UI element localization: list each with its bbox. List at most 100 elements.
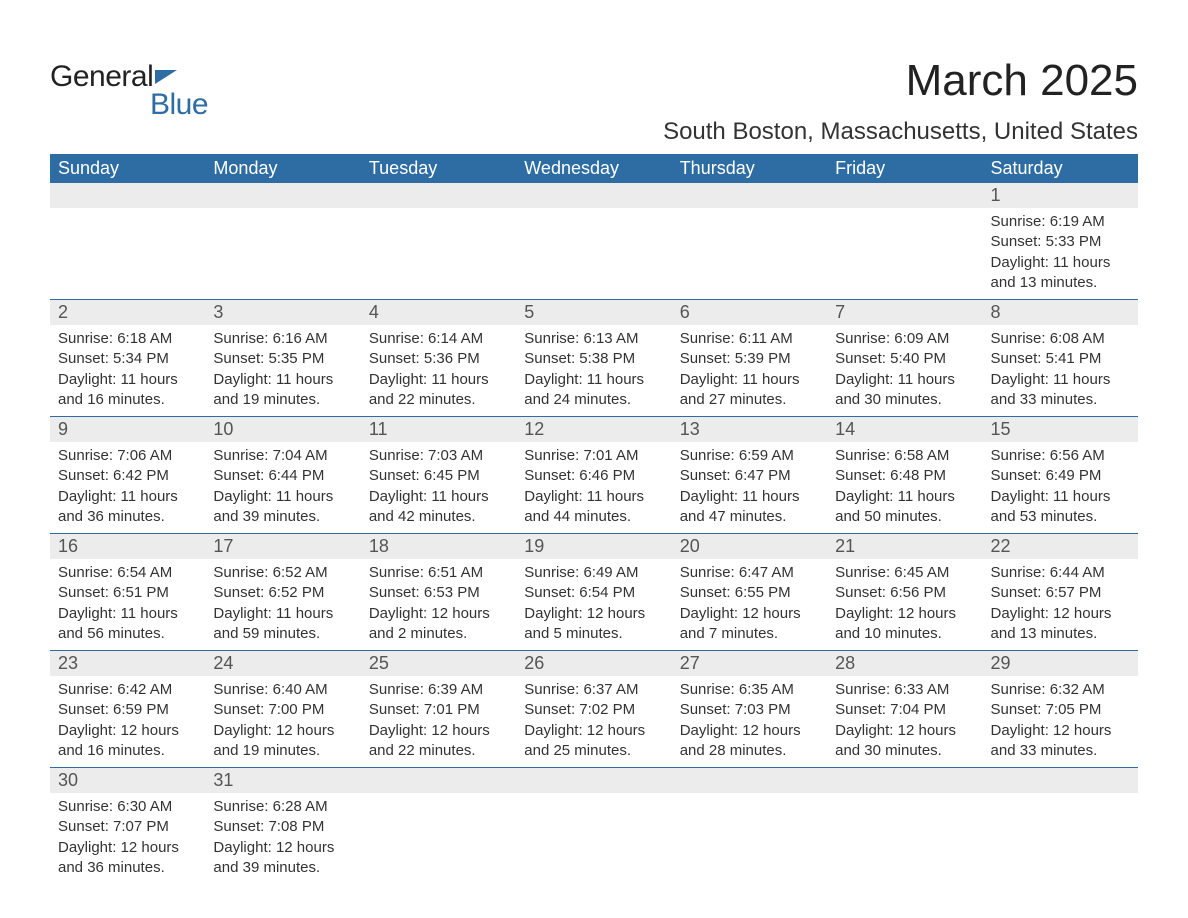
daylight-text-line2: and 44 minutes. bbox=[524, 507, 663, 527]
daylight-text-line2: and 39 minutes. bbox=[213, 858, 352, 878]
day-number: 11 bbox=[361, 417, 516, 442]
day-number: 25 bbox=[361, 651, 516, 676]
daylight-text-line2: and 22 minutes. bbox=[369, 390, 508, 410]
day-number: 4 bbox=[361, 300, 516, 325]
daylight-text-line2: and 5 minutes. bbox=[524, 624, 663, 644]
day-detail bbox=[516, 793, 671, 884]
sunset-text: Sunset: 6:54 PM bbox=[524, 583, 663, 603]
week-row: 23242526272829Sunrise: 6:42 AMSunset: 6:… bbox=[50, 650, 1138, 767]
weekday-header: Saturday bbox=[983, 154, 1138, 183]
day-detail: Sunrise: 6:42 AMSunset: 6:59 PMDaylight:… bbox=[50, 676, 205, 767]
calendar: SundayMondayTuesdayWednesdayThursdayFrid… bbox=[50, 154, 1138, 884]
daylight-text-line1: Daylight: 12 hours bbox=[58, 721, 197, 741]
daylight-text-line1: Daylight: 11 hours bbox=[835, 370, 974, 390]
weekday-header-row: SundayMondayTuesdayWednesdayThursdayFrid… bbox=[50, 154, 1138, 183]
day-number bbox=[672, 768, 827, 793]
day-number-strip: 3031 bbox=[50, 768, 1138, 793]
sunset-text: Sunset: 7:07 PM bbox=[58, 817, 197, 837]
daylight-text-line2: and 19 minutes. bbox=[213, 741, 352, 761]
day-number: 22 bbox=[983, 534, 1138, 559]
day-detail-strip: Sunrise: 6:18 AMSunset: 5:34 PMDaylight:… bbox=[50, 325, 1138, 416]
daylight-text-line2: and 10 minutes. bbox=[835, 624, 974, 644]
sunrise-text: Sunrise: 7:03 AM bbox=[369, 446, 508, 466]
day-detail bbox=[672, 208, 827, 299]
day-number: 18 bbox=[361, 534, 516, 559]
sunrise-text: Sunrise: 7:06 AM bbox=[58, 446, 197, 466]
sunrise-text: Sunrise: 6:33 AM bbox=[835, 680, 974, 700]
day-detail: Sunrise: 6:30 AMSunset: 7:07 PMDaylight:… bbox=[50, 793, 205, 884]
sunrise-text: Sunrise: 6:19 AM bbox=[991, 212, 1130, 232]
day-number: 29 bbox=[983, 651, 1138, 676]
day-detail: Sunrise: 6:32 AMSunset: 7:05 PMDaylight:… bbox=[983, 676, 1138, 767]
sunset-text: Sunset: 6:56 PM bbox=[835, 583, 974, 603]
location-subtitle: South Boston, Massachusetts, United Stat… bbox=[663, 118, 1138, 146]
daylight-text-line2: and 2 minutes. bbox=[369, 624, 508, 644]
sunset-text: Sunset: 5:33 PM bbox=[991, 232, 1130, 252]
sunrise-text: Sunrise: 6:37 AM bbox=[524, 680, 663, 700]
day-number bbox=[983, 768, 1138, 793]
daylight-text-line2: and 27 minutes. bbox=[680, 390, 819, 410]
day-detail-strip: Sunrise: 6:42 AMSunset: 6:59 PMDaylight:… bbox=[50, 676, 1138, 767]
daylight-text-line1: Daylight: 11 hours bbox=[213, 370, 352, 390]
weekday-header: Sunday bbox=[50, 154, 205, 183]
daylight-text-line1: Daylight: 12 hours bbox=[58, 838, 197, 858]
day-detail: Sunrise: 6:44 AMSunset: 6:57 PMDaylight:… bbox=[983, 559, 1138, 650]
sunset-text: Sunset: 5:36 PM bbox=[369, 349, 508, 369]
sunset-text: Sunset: 6:59 PM bbox=[58, 700, 197, 720]
daylight-text-line1: Daylight: 11 hours bbox=[680, 487, 819, 507]
day-number bbox=[205, 183, 360, 208]
sunset-text: Sunset: 6:47 PM bbox=[680, 466, 819, 486]
sunrise-text: Sunrise: 6:30 AM bbox=[58, 797, 197, 817]
daylight-text-line2: and 36 minutes. bbox=[58, 858, 197, 878]
page-header: General Blue March 2025 South Boston, Ma… bbox=[50, 20, 1138, 146]
day-detail: Sunrise: 6:51 AMSunset: 6:53 PMDaylight:… bbox=[361, 559, 516, 650]
daylight-text-line1: Daylight: 11 hours bbox=[835, 487, 974, 507]
day-number bbox=[827, 183, 982, 208]
daylight-text-line1: Daylight: 12 hours bbox=[991, 721, 1130, 741]
day-number: 15 bbox=[983, 417, 1138, 442]
daylight-text-line1: Daylight: 12 hours bbox=[213, 838, 352, 858]
daylight-text-line1: Daylight: 11 hours bbox=[58, 604, 197, 624]
day-number: 19 bbox=[516, 534, 671, 559]
day-number bbox=[50, 183, 205, 208]
daylight-text-line1: Daylight: 12 hours bbox=[835, 604, 974, 624]
weekday-header: Thursday bbox=[672, 154, 827, 183]
sunrise-text: Sunrise: 6:14 AM bbox=[369, 329, 508, 349]
day-number-strip: 2345678 bbox=[50, 300, 1138, 325]
day-detail: Sunrise: 6:39 AMSunset: 7:01 PMDaylight:… bbox=[361, 676, 516, 767]
sunrise-text: Sunrise: 7:01 AM bbox=[524, 446, 663, 466]
day-detail-strip: Sunrise: 6:54 AMSunset: 6:51 PMDaylight:… bbox=[50, 559, 1138, 650]
daylight-text-line2: and 30 minutes. bbox=[835, 741, 974, 761]
daylight-text-line1: Daylight: 11 hours bbox=[991, 487, 1130, 507]
sunset-text: Sunset: 7:02 PM bbox=[524, 700, 663, 720]
day-number: 17 bbox=[205, 534, 360, 559]
daylight-text-line2: and 56 minutes. bbox=[58, 624, 197, 644]
daylight-text-line1: Daylight: 11 hours bbox=[58, 487, 197, 507]
day-detail bbox=[827, 793, 982, 884]
day-number bbox=[516, 768, 671, 793]
day-detail: Sunrise: 6:37 AMSunset: 7:02 PMDaylight:… bbox=[516, 676, 671, 767]
day-number: 30 bbox=[50, 768, 205, 793]
day-number: 8 bbox=[983, 300, 1138, 325]
day-detail: Sunrise: 6:08 AMSunset: 5:41 PMDaylight:… bbox=[983, 325, 1138, 416]
daylight-text-line2: and 28 minutes. bbox=[680, 741, 819, 761]
day-detail: Sunrise: 7:03 AMSunset: 6:45 PMDaylight:… bbox=[361, 442, 516, 533]
day-number: 16 bbox=[50, 534, 205, 559]
sunrise-text: Sunrise: 6:13 AM bbox=[524, 329, 663, 349]
day-number: 13 bbox=[672, 417, 827, 442]
daylight-text-line2: and 16 minutes. bbox=[58, 390, 197, 410]
sunrise-text: Sunrise: 6:08 AM bbox=[991, 329, 1130, 349]
day-detail bbox=[672, 793, 827, 884]
sunset-text: Sunset: 7:03 PM bbox=[680, 700, 819, 720]
sunrise-text: Sunrise: 6:09 AM bbox=[835, 329, 974, 349]
daylight-text-line1: Daylight: 12 hours bbox=[213, 721, 352, 741]
sunset-text: Sunset: 6:42 PM bbox=[58, 466, 197, 486]
daylight-text-line2: and 13 minutes. bbox=[991, 624, 1130, 644]
daylight-text-line1: Daylight: 12 hours bbox=[680, 604, 819, 624]
day-number: 10 bbox=[205, 417, 360, 442]
sunset-text: Sunset: 6:45 PM bbox=[369, 466, 508, 486]
sunset-text: Sunset: 5:40 PM bbox=[835, 349, 974, 369]
day-number: 27 bbox=[672, 651, 827, 676]
day-detail: Sunrise: 6:19 AMSunset: 5:33 PMDaylight:… bbox=[983, 208, 1138, 299]
sunset-text: Sunset: 6:57 PM bbox=[991, 583, 1130, 603]
